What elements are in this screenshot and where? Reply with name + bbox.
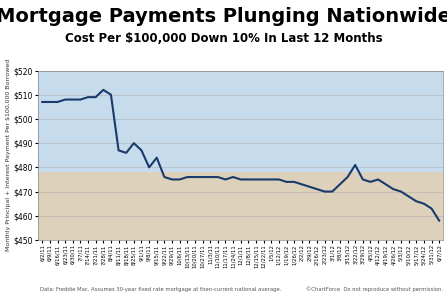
Text: Mortgage Payments Plunging Nationwide: Mortgage Payments Plunging Nationwide	[0, 8, 447, 26]
Text: ©ChartForce  Do not reproduce without permission.: ©ChartForce Do not reproduce without per…	[306, 287, 443, 292]
Text: Cost Per $100,000 Down 10% In Last 12 Months: Cost Per $100,000 Down 10% In Last 12 Mo…	[65, 32, 382, 44]
Text: Data: Freddie Mac. Assumes 30-year fixed rate mortgage at then-current national : Data: Freddie Mac. Assumes 30-year fixed…	[40, 287, 282, 292]
Y-axis label: Monthly Principal + Interest Payment Per $100,000 Borrowed: Monthly Principal + Interest Payment Per…	[6, 59, 11, 251]
